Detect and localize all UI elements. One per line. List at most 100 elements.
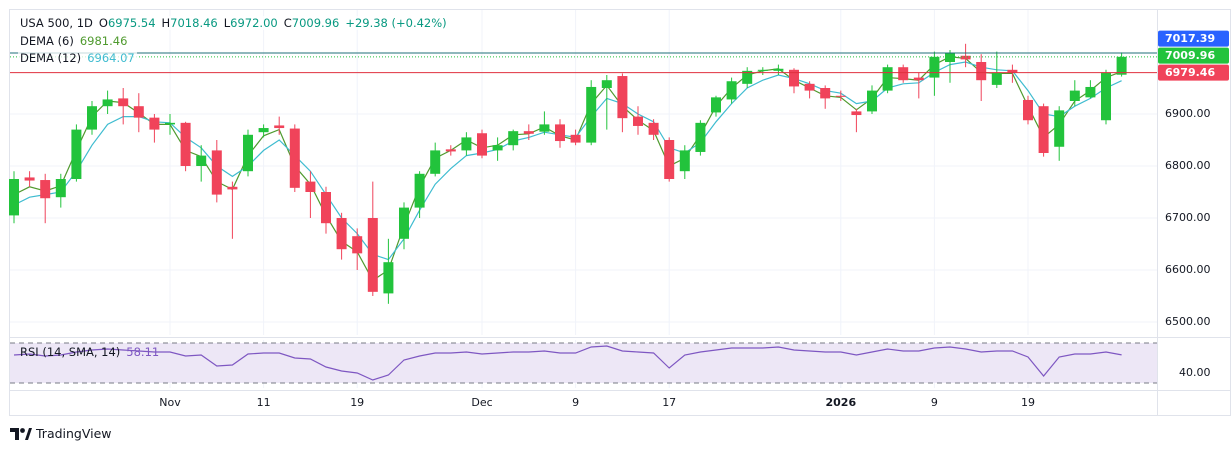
ohlc-field: L6972.00 <box>224 16 278 30</box>
candle-body <box>1007 69 1018 73</box>
ohlc-key: H <box>161 16 171 30</box>
candle-body <box>633 116 643 126</box>
candle-body <box>742 70 753 84</box>
candle-body <box>1038 106 1049 153</box>
candle-body <box>258 128 269 133</box>
brand: TradingView <box>10 426 112 441</box>
x-tick-label: 9 <box>931 396 938 409</box>
y-tick-label: 6800.00 <box>1165 159 1211 172</box>
x-tick-label: 9 <box>572 396 579 409</box>
candle-body <box>40 180 51 199</box>
candle-body <box>1054 110 1065 147</box>
dema-line <box>13 56 1122 282</box>
candle-body <box>227 186 238 190</box>
candle-body <box>55 179 66 198</box>
candle-body <box>399 207 409 239</box>
ohlc-value: 7009.96 <box>291 16 340 30</box>
candle-body <box>523 131 534 134</box>
candle-body <box>9 179 19 216</box>
price-tag <box>1158 47 1229 64</box>
candle-body <box>118 98 129 107</box>
candle-body <box>1085 86 1096 98</box>
candle-body <box>726 81 737 100</box>
x-tick-label: 19 <box>1021 396 1035 409</box>
candle-body <box>601 80 612 88</box>
candle-body <box>913 77 924 81</box>
y-tick-label: 6500.00 <box>1165 315 1211 328</box>
candle-body <box>243 134 253 172</box>
candle-body <box>165 122 175 125</box>
candle-body <box>180 122 191 166</box>
candle-body <box>149 117 160 130</box>
x-tick-label: Nov <box>159 396 181 409</box>
rsi-name: RSI (14, SMA, 14) <box>20 345 121 359</box>
candle-body <box>321 192 331 224</box>
ohlc-value: 6972.00 <box>230 16 278 30</box>
candle-body <box>648 122 659 135</box>
candle-body <box>367 218 378 292</box>
brand-logo <box>10 427 32 440</box>
ohlc-key: C <box>283 16 292 30</box>
candle-body <box>664 140 675 179</box>
candle-body <box>539 124 550 132</box>
candle-body <box>508 131 519 146</box>
candle-body <box>352 236 363 254</box>
candle-body <box>87 106 97 130</box>
candle-body <box>695 122 706 152</box>
price-tag-label: 7017.39 <box>1165 32 1215 45</box>
candle-body <box>679 150 690 172</box>
candle-body <box>960 55 971 60</box>
candle-body <box>991 72 1002 85</box>
candle-body <box>711 97 721 113</box>
candle-body <box>289 128 300 188</box>
series-name: DEMA (12) <box>20 51 82 65</box>
candle-body <box>555 124 565 142</box>
ohlc-value: 7018.46 <box>170 16 218 30</box>
candle-body <box>430 150 441 174</box>
candle-body <box>196 155 207 166</box>
ohlc-value: 6975.54 <box>107 16 156 30</box>
price-tag <box>1158 30 1229 47</box>
candle-body <box>383 262 394 294</box>
x-tick-label: 19 <box>350 396 364 409</box>
candle-body <box>1069 90 1080 101</box>
rsi-line <box>13 345 1122 381</box>
price-tag <box>1158 64 1229 81</box>
candle-body <box>898 67 909 81</box>
series-value: 6981.46 <box>79 34 128 48</box>
candle-body <box>570 134 581 143</box>
candle-body <box>274 125 285 129</box>
candle-body <box>976 62 987 81</box>
rsi-band <box>10 343 1157 383</box>
series-value: 6964.07 <box>87 51 135 65</box>
dema6-legend: DEMA (6) 6981.46 <box>18 34 130 48</box>
symbol-legend: USA 500, 1D O6975.54 H7018.46 L6972.00 C7009… <box>18 16 449 30</box>
candle-body <box>414 173 425 208</box>
candle-body <box>617 76 628 119</box>
candle-body <box>477 133 487 156</box>
x-tick-label: 2026 <box>825 396 856 409</box>
candle-body <box>133 106 144 118</box>
candle-body <box>336 218 347 250</box>
candle-body <box>929 56 940 78</box>
candle-body <box>445 149 456 152</box>
candle-body <box>461 137 472 151</box>
x-tick-label: 11 <box>257 396 271 409</box>
series-name: DEMA (6) <box>20 34 74 48</box>
candle-body <box>789 69 799 87</box>
dema-line <box>13 61 1122 261</box>
ohlc-key: L <box>223 16 231 30</box>
dema12-legend: DEMA (12) 6964.07 <box>18 51 137 65</box>
candle-body <box>102 99 113 107</box>
candle-body <box>305 181 316 192</box>
rsi-legend: RSI (14, SMA, 14) 58.11 <box>18 345 161 359</box>
rsi-value: 58.11 <box>126 345 160 359</box>
candle-body <box>820 88 831 99</box>
y-tick-label: 6900.00 <box>1165 107 1211 120</box>
candle-body <box>211 150 222 195</box>
x-tick-label: 17 <box>662 396 676 409</box>
candle-body <box>882 67 893 91</box>
candle-body <box>1116 56 1127 75</box>
candle-body <box>773 68 784 71</box>
